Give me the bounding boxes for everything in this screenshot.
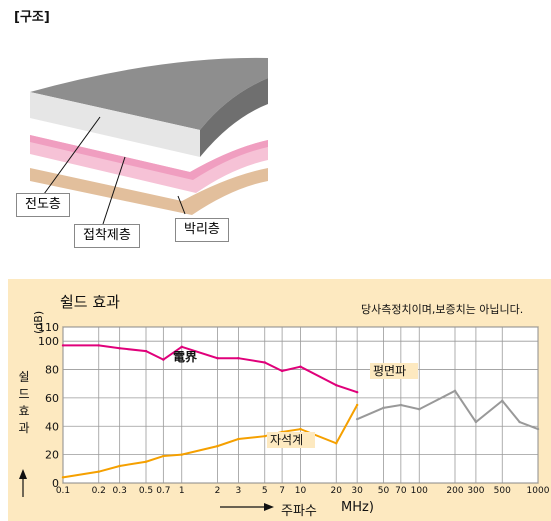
chart-title: 쉴드 효과	[60, 293, 120, 311]
x-tick-label: 0.3	[112, 486, 126, 496]
series-point-1	[162, 454, 165, 458]
series-point-0	[61, 344, 65, 347]
y-tick-label: 20	[45, 449, 59, 462]
series-point-2	[518, 420, 521, 424]
chart-note: 당사측정치이며,보증치는 아닙니다.	[361, 303, 524, 316]
x-tick-label: 5	[262, 486, 268, 496]
series-point-0	[299, 365, 302, 368]
series-point-2	[399, 403, 403, 407]
x-tick-label: 3	[236, 486, 242, 496]
x-tick-label: 0.1	[56, 486, 70, 496]
x-tick-label: 70	[395, 486, 407, 496]
shield-effect-chart-panel: 쉴드 효과 당사측정치이며,보증치는 아닙니다. 쉴드 효과 (dB) 주파수 …	[8, 279, 551, 521]
series-point-0	[180, 345, 183, 349]
series-point-2	[536, 427, 540, 431]
y-axis-label: 쉴드 효과	[18, 370, 30, 435]
y-tick-label: 80	[45, 364, 59, 377]
series-point-0	[355, 391, 359, 394]
series-point-0	[118, 347, 121, 350]
structure-title: [구조]	[14, 10, 50, 25]
series-point-2	[355, 417, 359, 421]
conductive-layer-top	[30, 57, 268, 130]
series-point-0	[263, 361, 266, 364]
series-point-1	[118, 464, 121, 468]
x-tick-label: 0.2	[92, 486, 106, 496]
x-tick-label: 50	[378, 486, 390, 496]
series-point-0	[216, 357, 219, 360]
series-point-0	[97, 344, 100, 347]
series-point-1	[355, 403, 359, 407]
series-point-0	[280, 369, 284, 373]
release-layer-shape	[30, 168, 268, 215]
x-tick-label: 500	[494, 486, 511, 496]
x-tick-label: 7	[279, 486, 285, 496]
series-point-0	[144, 349, 148, 353]
layer-label-conductive: 전도층	[16, 193, 70, 217]
x-tick-label: 300	[467, 486, 484, 496]
y-tick-label: 40	[45, 420, 59, 433]
x-tick-label: 0.5	[139, 486, 153, 496]
leader-release	[177, 195, 186, 215]
series-point-1	[144, 460, 148, 463]
y-tick-label: 60	[45, 392, 59, 405]
series-point-2	[382, 406, 385, 410]
series-point-2	[418, 408, 421, 411]
x-tick-label: 10	[295, 486, 307, 496]
y-tick-label: 0	[52, 477, 59, 490]
x-tick-label: 20	[331, 486, 343, 496]
series-label-bg	[267, 432, 315, 448]
series-label: 電界	[173, 349, 197, 364]
conductive-layer-front	[30, 92, 200, 157]
series-point-1	[299, 427, 302, 431]
series-point-0	[335, 383, 338, 387]
series-label: 평면파	[373, 364, 406, 378]
series-point-2	[501, 399, 504, 402]
series-point-1	[180, 453, 183, 456]
series-point-1	[335, 442, 338, 445]
series-point-1	[61, 476, 65, 479]
y-tick-label: 100	[38, 335, 59, 348]
series-point-1	[263, 435, 266, 438]
leader-adhesive	[102, 156, 126, 225]
series-point-2	[474, 420, 478, 424]
series-point-1	[97, 470, 100, 473]
x-tick-label: 1	[179, 486, 185, 496]
x-tick-label: 0.7	[156, 486, 170, 496]
x-tick-label: 30	[351, 486, 363, 496]
series-point-2	[453, 389, 457, 393]
layer-label-release: 박리층	[175, 218, 229, 242]
x-axis-label: 주파수	[281, 504, 317, 519]
chart-plot: 0.1 0.2 0.3 0.5 0.7 1 2 3 5 7 10 20 30 50 70 100 200 300 5…	[19, 321, 550, 511]
x-tick-label: 200	[446, 486, 463, 496]
series-point-1	[216, 444, 219, 448]
series-point-0	[162, 358, 165, 361]
series-label: 자석계	[270, 433, 303, 447]
y-tick-label: 110	[38, 321, 59, 334]
x-tick-label: 1000	[527, 486, 550, 496]
leader-conductive	[43, 116, 101, 195]
adhesive-layer-top	[30, 135, 268, 180]
x-tick-label: 100	[411, 486, 428, 496]
series-point-0	[237, 357, 240, 360]
conductive-layer-side	[200, 78, 268, 157]
y-arrow-head	[19, 469, 27, 479]
x-axis-unit: MHz)	[341, 500, 374, 515]
layer-structure-diagram	[30, 57, 268, 225]
x-tick-label: 2	[215, 486, 221, 496]
series-label-bg	[370, 363, 418, 379]
series-point-1	[237, 437, 240, 441]
x-arrow-head	[264, 503, 274, 511]
layer-label-adhesive: 접착제층	[74, 224, 140, 248]
